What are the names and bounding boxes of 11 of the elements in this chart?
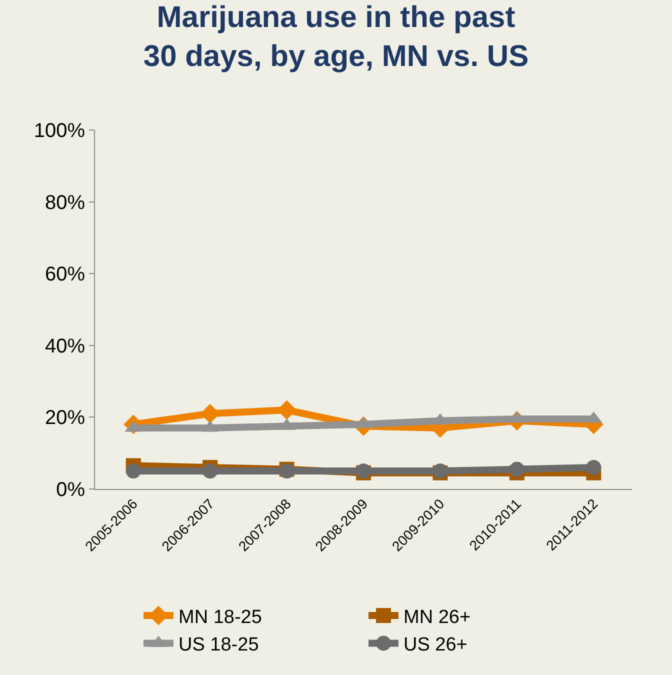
legend-label: MN 18-25 bbox=[178, 606, 262, 628]
y-tick-label: 60% bbox=[44, 264, 86, 286]
legend-label: US 18-25 bbox=[178, 634, 259, 656]
legend-label: MN 26+ bbox=[404, 606, 471, 628]
y-tick-label: 0% bbox=[56, 479, 86, 501]
y-tick-label: 80% bbox=[44, 192, 86, 214]
y-tick-label: 100% bbox=[34, 120, 86, 142]
chart-title: Marijuana use in the past 30 days, by age, MN vs. US bbox=[143, 1, 529, 73]
legend-label: US 26+ bbox=[404, 634, 468, 656]
y-tick-label: 20% bbox=[44, 407, 86, 430]
y-tick-label: 40% bbox=[44, 335, 86, 358]
